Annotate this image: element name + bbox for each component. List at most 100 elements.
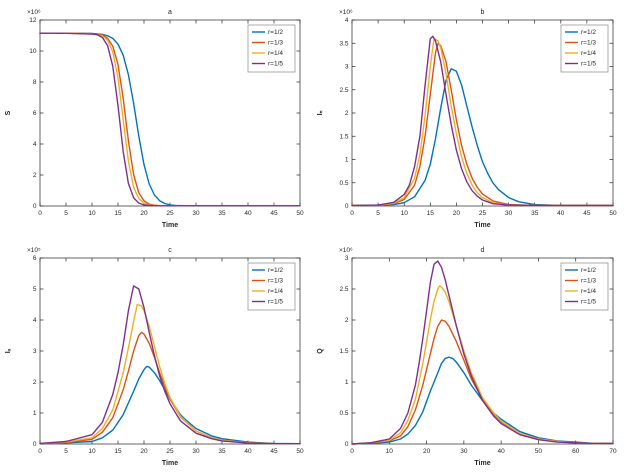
- legend-label: r=1/2: [268, 267, 283, 274]
- legend-label: r=1/5: [268, 299, 283, 306]
- legend-label: r=1/3: [268, 278, 283, 285]
- x-tick-label: 30: [460, 448, 468, 455]
- y-tick-label: 5: [33, 286, 37, 293]
- y-axis-label: Iₙ: [317, 110, 324, 115]
- y-axis-label: S: [5, 110, 12, 115]
- x-tick-label: 40: [557, 210, 565, 217]
- y-tick-label: 4: [345, 17, 349, 24]
- x-axis-label: Time: [474, 460, 490, 467]
- y-tick-label: 2: [33, 172, 37, 179]
- series-line-r15: [39, 32, 301, 207]
- y-tick-label: 2.5: [339, 87, 348, 94]
- x-tick-label: 35: [218, 210, 226, 217]
- legend-label: r=1/3: [581, 40, 596, 47]
- subplot-b: 0 5 10 15 20 25 30 35 40 45 50 0 0.5 1 1.5 2 2.5 3 3.5 4 b ×1…: [312, 0, 625, 238]
- y-tick-label: 0.5: [339, 410, 348, 417]
- y-tick-label: 12: [29, 17, 37, 24]
- y-tick-label: 3.5: [339, 40, 348, 47]
- x-tick-label: 20: [423, 448, 431, 455]
- x-tick-label: 30: [192, 210, 200, 217]
- subplot-title: c: [168, 247, 172, 254]
- x-tick-label: 0: [38, 210, 42, 217]
- x-tick-label: 15: [114, 210, 122, 217]
- x-tick-label: 15: [427, 210, 435, 217]
- legend-label: r=1/5: [268, 61, 283, 68]
- series-line-r14: [351, 285, 614, 445]
- x-tick-label: 40: [244, 210, 252, 217]
- x-tick-label: 30: [192, 448, 200, 455]
- x-tick-label: 25: [166, 448, 174, 455]
- legend-label: r=1/2: [268, 29, 283, 36]
- y-axis-label: Q: [317, 348, 324, 354]
- x-tick-label: 10: [88, 448, 96, 455]
- y-tick-label: 4: [33, 141, 37, 148]
- y-tick-label: 3: [33, 348, 37, 355]
- legend-label: r=1/5: [581, 299, 596, 306]
- x-tick-label: 25: [166, 210, 174, 217]
- x-tick-label: 20: [140, 210, 148, 217]
- subplot-d-chart: 0 10 20 30 40 50 60 70 0 0.5 1 1.5 2 2.5 3 d ×10⁶ Time Qr=…: [317, 247, 617, 467]
- subplot-a-chart: 0 5 10 15 20 25 30 35 40 45 50 0 2 4 6 8 10 12 a ×10⁶ Time Sr…: [5, 9, 304, 229]
- legend-label: r=1/3: [268, 40, 283, 47]
- y-tick-label: 2.5: [339, 286, 348, 293]
- series-line-r12: [351, 68, 614, 207]
- x-tick-label: 35: [218, 448, 226, 455]
- legend-label: r=1/4: [581, 50, 596, 57]
- legend-label: r=1/4: [268, 288, 283, 295]
- x-tick-label: 50: [296, 448, 304, 455]
- x-tick-label: 60: [572, 448, 580, 455]
- x-tick-label: 10: [386, 448, 394, 455]
- legend-label: r=1/3: [581, 278, 596, 285]
- legend-label: r=1/2: [581, 267, 596, 274]
- y-tick-label: 1.5: [339, 133, 348, 140]
- series-line-r12: [351, 356, 614, 445]
- x-tick-label: 10: [401, 210, 409, 217]
- y-tick-label: 1: [345, 379, 349, 386]
- y-tick-label: 2: [33, 379, 37, 386]
- subplot-title: d: [481, 247, 485, 254]
- x-axis-label: Time: [162, 222, 178, 229]
- x-tick-label: 70: [609, 448, 617, 455]
- series-line-r13: [351, 42, 614, 207]
- subplot-c: 0 5 10 15 20 25 30 35 40 45 50 0 1 2 3 4 5 6 c ×10⁵ Time Iₐ r=…: [0, 238, 312, 476]
- x-tick-label: 0: [350, 448, 354, 455]
- y-tick-label: 1: [345, 157, 349, 164]
- y-tick-label: 6: [33, 255, 37, 262]
- series-line-r14: [351, 37, 614, 207]
- y-tick-label: 1.5: [339, 348, 348, 355]
- x-tick-label: 20: [140, 448, 148, 455]
- x-tick-label: 25: [479, 210, 487, 217]
- y-axis-scale-label: ×10⁶: [339, 247, 353, 254]
- series-line-r15: [351, 35, 614, 207]
- y-tick-label: 2: [345, 110, 349, 117]
- x-tick-label: 50: [609, 210, 617, 217]
- y-tick-label: 0: [345, 203, 349, 210]
- y-tick-label: 0: [33, 203, 37, 210]
- x-tick-label: 5: [376, 210, 380, 217]
- legend-label: r=1/4: [268, 50, 283, 57]
- subplot-title: b: [481, 9, 485, 16]
- legend-label: r=1/2: [581, 29, 596, 36]
- legend-label: r=1/4: [581, 288, 596, 295]
- y-tick-label: 3: [345, 64, 349, 71]
- x-tick-label: 50: [535, 448, 543, 455]
- x-tick-label: 40: [498, 448, 506, 455]
- x-axis-label: Time: [474, 222, 490, 229]
- y-tick-label: 4: [33, 317, 37, 324]
- y-axis-scale-label: ×10⁵: [27, 247, 41, 254]
- y-tick-label: 3: [345, 255, 349, 262]
- x-tick-label: 45: [583, 210, 591, 217]
- y-tick-label: 8: [33, 79, 37, 86]
- subplot-b-chart: 0 5 10 15 20 25 30 35 40 45 50 0 0.5 1 1.5 2 2.5 3 3.5 4 b ×1…: [317, 9, 617, 229]
- x-tick-label: 30: [505, 210, 513, 217]
- x-tick-label: 45: [270, 448, 278, 455]
- y-axis-label: Iₐ: [5, 348, 12, 353]
- subplot-title: a: [168, 9, 172, 16]
- y-tick-label: 6: [33, 110, 37, 117]
- series-line-r15: [351, 260, 614, 445]
- series-line-r12: [39, 365, 301, 445]
- x-tick-label: 0: [38, 448, 42, 455]
